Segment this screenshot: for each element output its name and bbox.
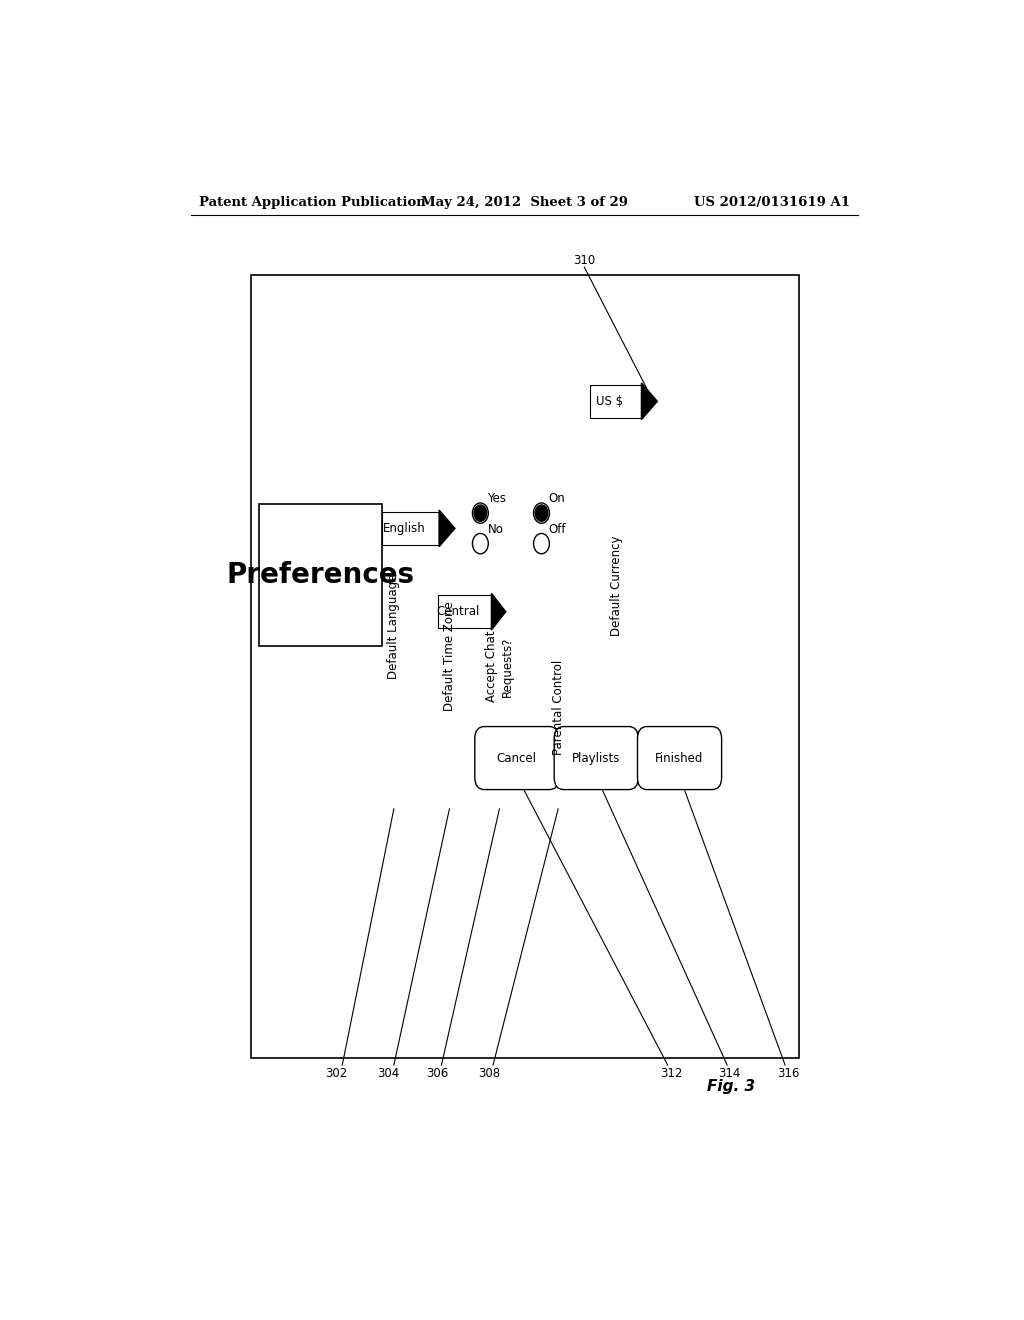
Bar: [437, 595, 492, 628]
Text: 306: 306: [426, 1067, 449, 1080]
Bar: [382, 512, 439, 545]
FancyBboxPatch shape: [475, 726, 559, 789]
Text: Preferences: Preferences: [226, 561, 415, 589]
Text: 316: 316: [777, 1067, 800, 1080]
Text: Fig. 3: Fig. 3: [708, 1078, 755, 1094]
Text: Finished: Finished: [655, 751, 703, 764]
Text: US $: US $: [596, 395, 624, 408]
Text: 310: 310: [573, 253, 595, 267]
Circle shape: [474, 506, 486, 521]
FancyBboxPatch shape: [638, 726, 722, 789]
Bar: [259, 504, 382, 647]
Text: Central: Central: [436, 605, 480, 618]
Text: 304: 304: [377, 1067, 399, 1080]
Text: Playlists: Playlists: [572, 751, 621, 764]
Text: Default Language: Default Language: [387, 573, 400, 678]
Bar: [251, 276, 799, 1057]
Text: Yes: Yes: [487, 492, 507, 506]
Text: English: English: [383, 521, 426, 535]
Text: Accept Chat
Requests?: Accept Chat Requests?: [485, 631, 513, 702]
FancyBboxPatch shape: [554, 726, 638, 789]
Circle shape: [536, 506, 548, 521]
Text: Off: Off: [549, 523, 566, 536]
Polygon shape: [439, 510, 455, 546]
Text: Default Time Zone: Default Time Zone: [443, 602, 456, 711]
Text: Cancel: Cancel: [497, 751, 537, 764]
Text: 312: 312: [660, 1067, 683, 1080]
Text: Default Currency: Default Currency: [609, 535, 623, 635]
Text: Patent Application Publication: Patent Application Publication: [200, 195, 426, 209]
Text: No: No: [487, 523, 504, 536]
Polygon shape: [641, 383, 657, 420]
Text: Parental Control: Parental Control: [552, 660, 564, 755]
Text: On: On: [549, 492, 565, 506]
Text: 314: 314: [719, 1067, 740, 1080]
Text: May 24, 2012  Sheet 3 of 29: May 24, 2012 Sheet 3 of 29: [421, 195, 629, 209]
Text: US 2012/0131619 A1: US 2012/0131619 A1: [694, 195, 850, 209]
Text: 308: 308: [478, 1067, 500, 1080]
Text: 302: 302: [326, 1067, 348, 1080]
Polygon shape: [492, 594, 506, 630]
Bar: [590, 385, 641, 417]
